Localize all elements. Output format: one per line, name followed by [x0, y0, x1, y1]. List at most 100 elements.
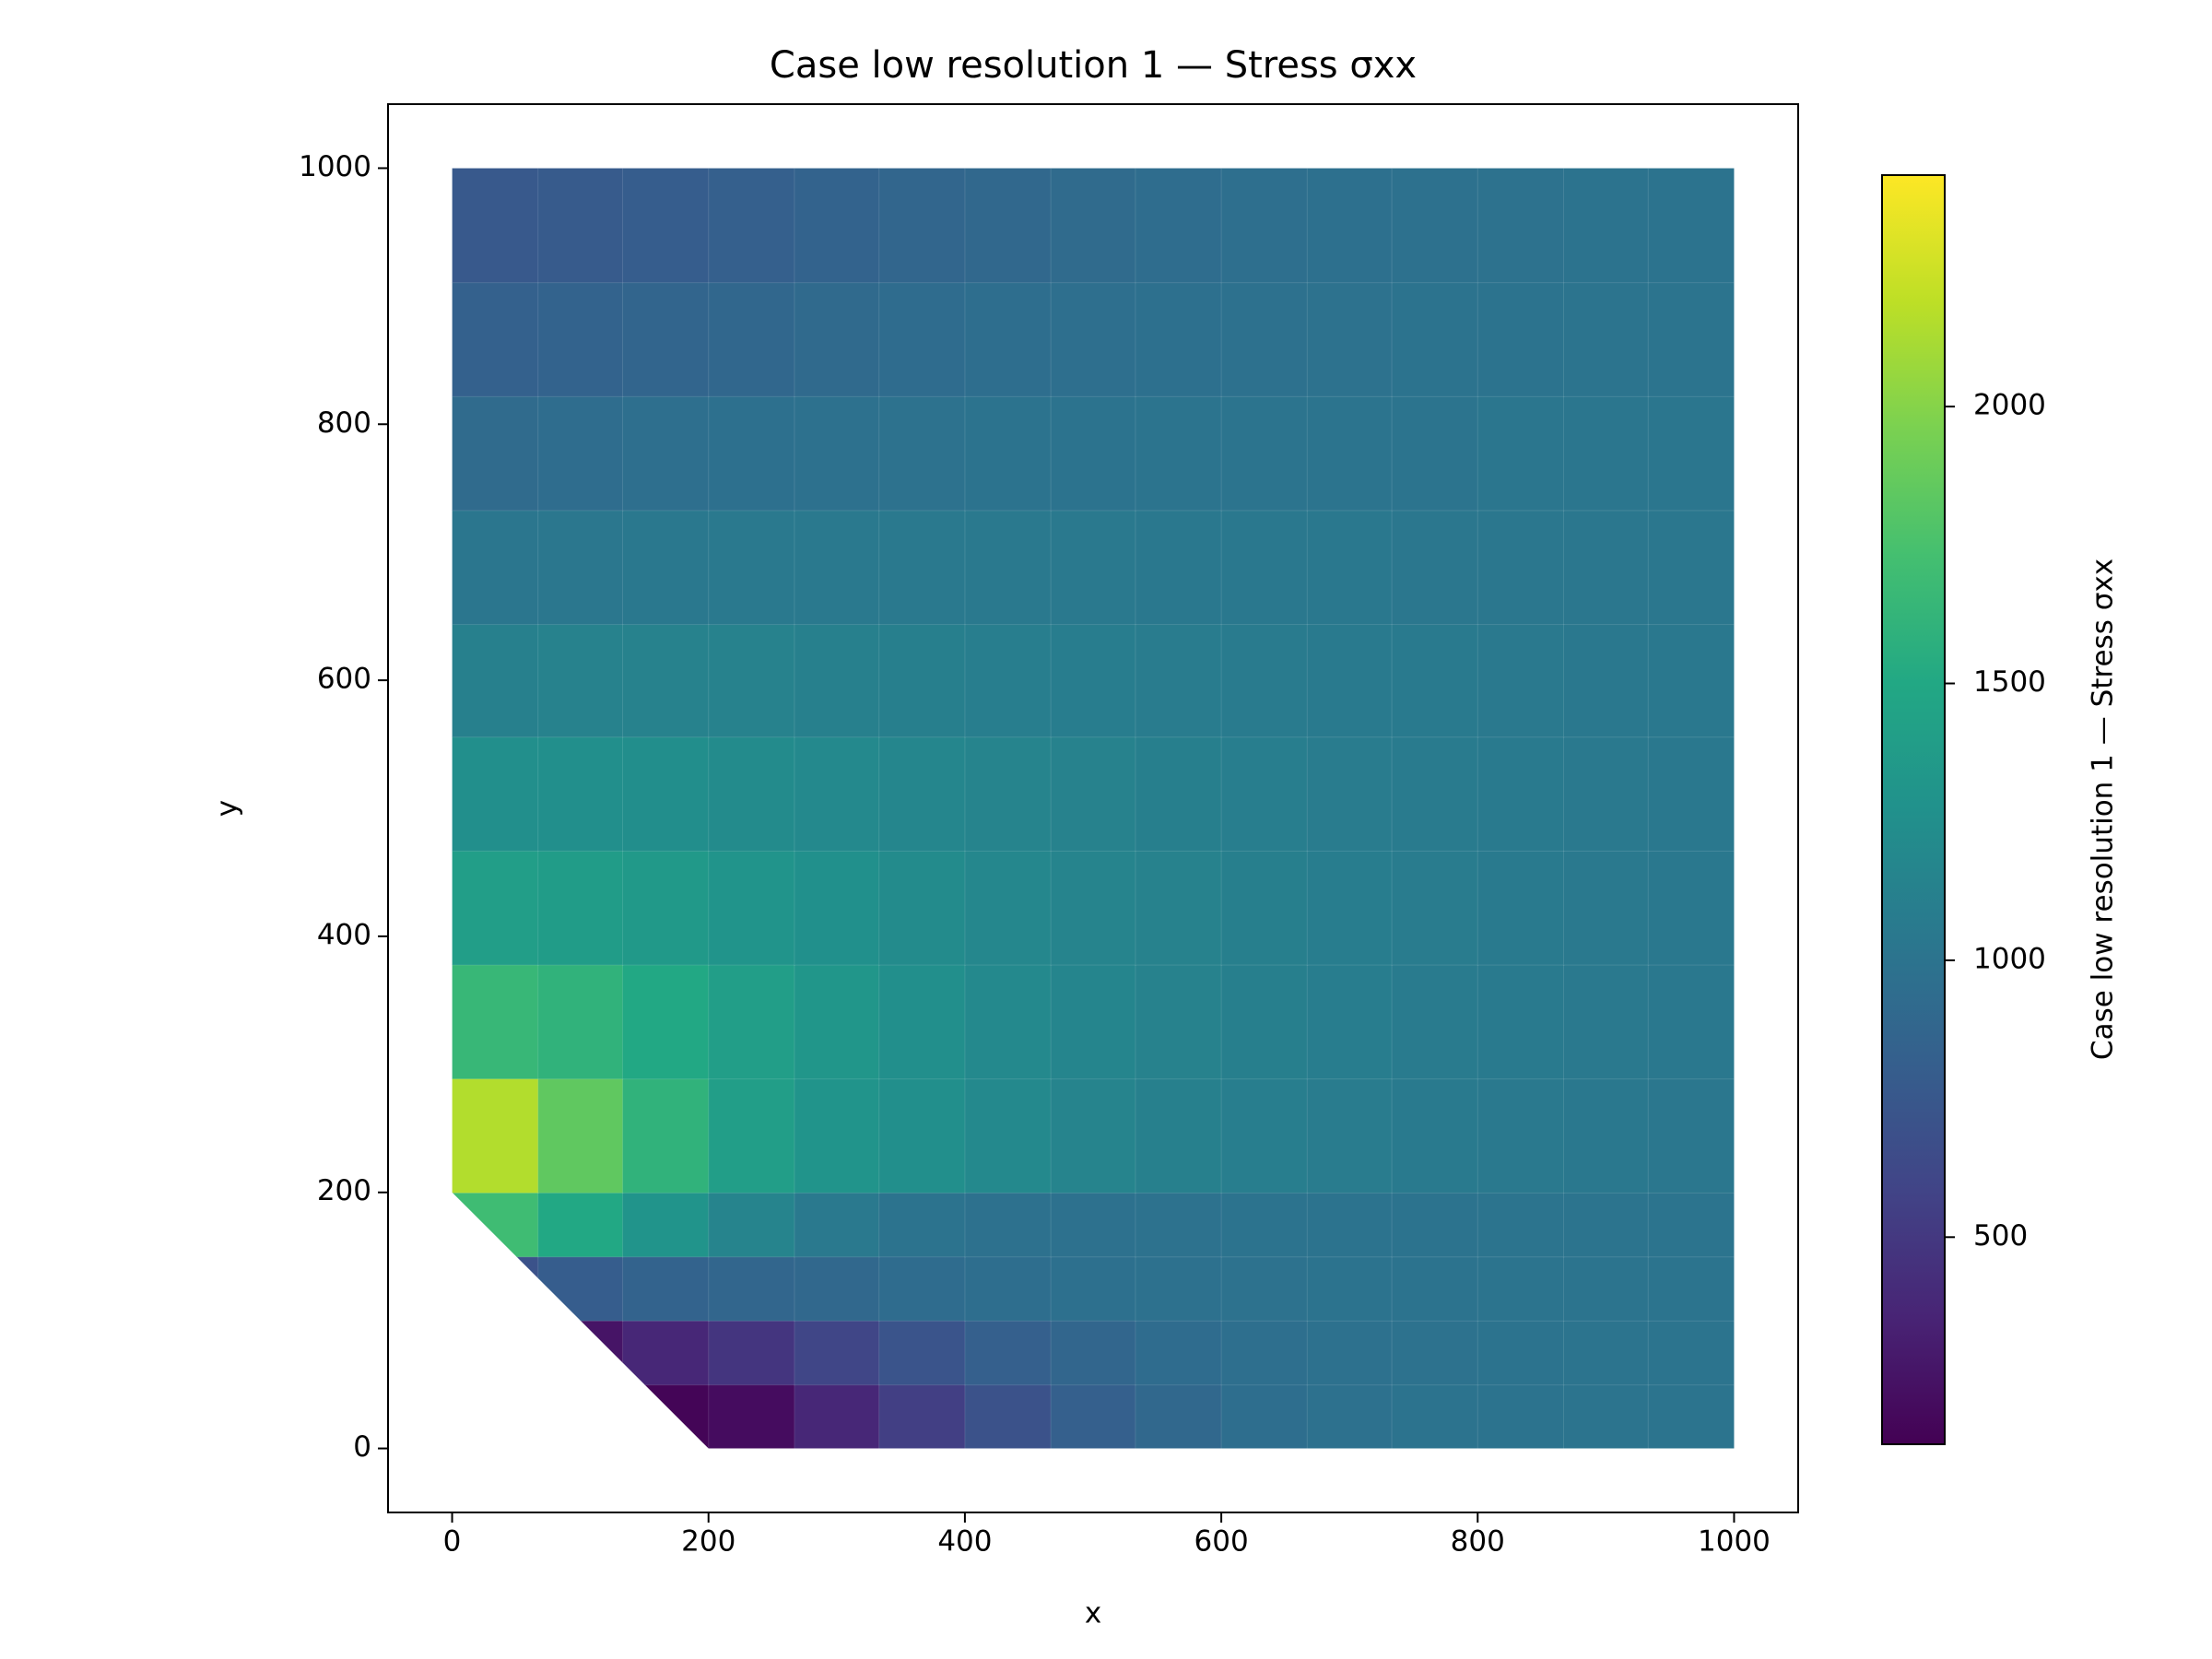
mesh-cell — [1562, 1320, 1650, 1386]
mesh-cell — [708, 1320, 796, 1386]
mesh-cell — [1306, 509, 1394, 626]
mesh-cell — [1647, 1255, 1735, 1322]
mesh-cell — [1135, 1192, 1223, 1258]
mesh-cell — [878, 963, 967, 1080]
y-tick-label: 1000 — [299, 150, 371, 183]
mesh-cell — [452, 1077, 539, 1194]
mesh-cell — [794, 850, 880, 966]
mesh-cell — [1647, 281, 1735, 397]
mesh-cell — [794, 1192, 880, 1258]
mesh-cell — [878, 509, 967, 626]
mesh-cell — [1562, 1077, 1650, 1194]
mesh-cell — [878, 735, 967, 852]
colorbar-tick-label: 1500 — [1973, 665, 2046, 699]
mesh-cell — [878, 850, 967, 966]
mesh-cell — [964, 850, 1053, 966]
chart-title: Case low resolution 1 — Stress σxx — [770, 44, 1417, 87]
mesh-cell — [1050, 623, 1136, 738]
mesh-cell — [1050, 1077, 1136, 1194]
mesh-cell — [537, 963, 624, 1080]
mesh-cell — [1306, 623, 1394, 738]
mesh-cell — [1562, 509, 1650, 626]
colorbar-tick-label: 500 — [1973, 1219, 2028, 1253]
mesh-cell — [1220, 509, 1309, 626]
mesh-cell — [1135, 281, 1223, 397]
mesh-cell — [794, 1077, 880, 1194]
mesh-cell — [1391, 1255, 1479, 1322]
mesh-cell — [878, 1192, 967, 1258]
mesh-cell — [452, 509, 539, 626]
mesh-cell — [964, 395, 1053, 512]
mesh-cell — [1562, 1192, 1650, 1258]
mesh-cell — [1050, 395, 1136, 512]
mesh-cell — [794, 963, 880, 1080]
mesh-cell — [622, 1383, 710, 1449]
mesh-cell — [964, 1192, 1053, 1258]
mesh-cell — [1135, 509, 1223, 626]
mesh-cell — [537, 509, 624, 626]
mesh-cell — [622, 1255, 710, 1322]
mesh-cell — [1647, 395, 1735, 512]
mesh-cell — [878, 623, 967, 738]
mesh-cell — [1562, 735, 1650, 852]
mesh-cell — [1135, 1255, 1223, 1322]
mesh-cell — [1050, 281, 1136, 397]
mesh-cell — [1306, 1383, 1394, 1449]
mesh-cell — [622, 735, 710, 852]
mesh-cell — [1220, 623, 1309, 738]
mesh-cell — [1306, 850, 1394, 966]
mesh-cell — [537, 395, 624, 512]
mesh-cell — [794, 1320, 880, 1386]
mesh-cell — [537, 623, 624, 738]
mesh-cell — [537, 735, 624, 852]
mesh-cell — [1135, 395, 1223, 512]
mesh-cell — [1306, 963, 1394, 1080]
mesh-cell — [1477, 281, 1565, 397]
mesh-cell — [1391, 735, 1479, 852]
mesh-cell — [622, 850, 710, 966]
mesh-cell — [878, 1383, 967, 1449]
mesh-cell — [1647, 1192, 1735, 1258]
mesh-cell — [622, 281, 710, 397]
mesh-cell — [1306, 281, 1394, 397]
mesh-cell — [794, 395, 880, 512]
mesh-cell — [452, 963, 539, 1080]
mesh-cell — [622, 623, 710, 738]
mesh-cell — [1562, 1255, 1650, 1322]
mesh-cell — [1391, 168, 1479, 284]
mesh-cell — [1220, 1255, 1309, 1322]
mesh-cell — [537, 1255, 624, 1322]
mesh-cell — [452, 395, 539, 512]
mesh-cell — [1220, 1383, 1309, 1449]
mesh-cell — [1306, 395, 1394, 512]
mesh-cell — [1562, 168, 1650, 284]
mesh-cell — [452, 735, 539, 852]
mesh-cell — [452, 850, 539, 966]
mesh-cell — [622, 395, 710, 512]
mesh-cell — [964, 281, 1053, 397]
mesh-cell — [1220, 850, 1309, 966]
mesh-cell — [1050, 963, 1136, 1080]
mesh-cell — [622, 1192, 710, 1258]
x-tick-label: 0 — [443, 1525, 462, 1559]
x-axis-label: x — [1085, 1597, 1101, 1630]
mesh-cell — [1647, 1320, 1735, 1386]
colorbar-tick-label: 2000 — [1973, 389, 2046, 422]
mesh-cell — [1477, 1320, 1565, 1386]
mesh-cell — [794, 281, 880, 397]
mesh-cell — [708, 1383, 796, 1449]
mesh-cell — [1306, 1192, 1394, 1258]
mesh-cell — [1477, 1077, 1565, 1194]
mesh-cell — [1647, 509, 1735, 626]
mesh-cell — [1306, 1320, 1394, 1386]
mesh-cell — [794, 735, 880, 852]
mesh-cell — [708, 963, 796, 1080]
mesh-cell — [1391, 509, 1479, 626]
mesh-cell — [1477, 735, 1565, 852]
mesh-cell — [1391, 1320, 1479, 1386]
mesh-cell — [1562, 281, 1650, 397]
mesh-cell — [708, 1077, 796, 1194]
y-axis-label: y — [211, 800, 244, 817]
mesh-cell — [794, 623, 880, 738]
mesh-cell — [1477, 168, 1565, 284]
